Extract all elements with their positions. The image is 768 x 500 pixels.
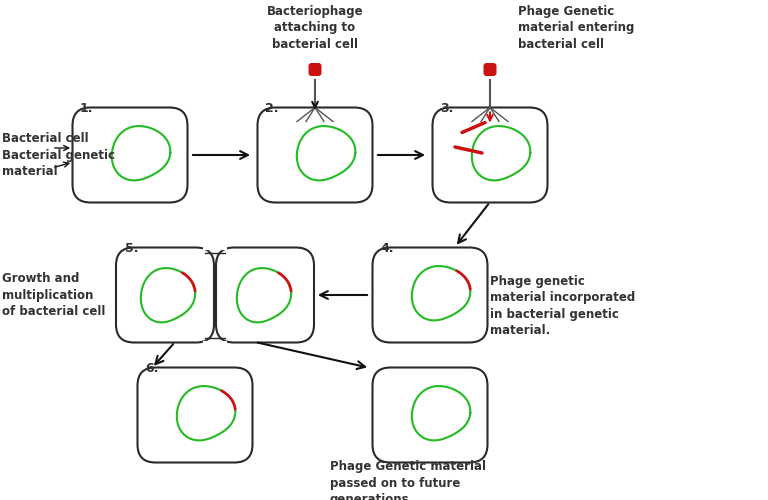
FancyBboxPatch shape <box>309 63 322 76</box>
Text: 5.: 5. <box>125 242 138 256</box>
Text: Phage Genetic material
passed on to future
generations
of bacteria: Phage Genetic material passed on to futu… <box>330 460 486 500</box>
FancyBboxPatch shape <box>257 108 372 202</box>
FancyBboxPatch shape <box>216 248 314 342</box>
Text: Phage Genetic
material entering
bacterial cell: Phage Genetic material entering bacteria… <box>518 5 634 51</box>
Text: Growth and
multiplication
of bacterial cell: Growth and multiplication of bacterial c… <box>2 272 105 318</box>
Text: 4.: 4. <box>380 242 393 256</box>
Text: Phage genetic
material incorporated
in bacterial genetic
material.: Phage genetic material incorporated in b… <box>490 275 635 338</box>
Text: 2.: 2. <box>265 102 279 116</box>
FancyBboxPatch shape <box>432 108 548 202</box>
Text: 3.: 3. <box>440 102 453 116</box>
Text: 6.: 6. <box>145 362 158 376</box>
FancyBboxPatch shape <box>137 368 253 462</box>
Text: 1.: 1. <box>80 102 94 116</box>
FancyBboxPatch shape <box>484 63 496 76</box>
Text: Bacteriophage
attaching to
bacterial cell: Bacteriophage attaching to bacterial cel… <box>266 5 363 51</box>
FancyBboxPatch shape <box>116 248 214 342</box>
FancyBboxPatch shape <box>372 368 488 462</box>
Text: Bacterial cell
Bacterial genetic
material: Bacterial cell Bacterial genetic materia… <box>2 132 115 178</box>
FancyBboxPatch shape <box>72 108 187 202</box>
FancyBboxPatch shape <box>372 248 488 342</box>
